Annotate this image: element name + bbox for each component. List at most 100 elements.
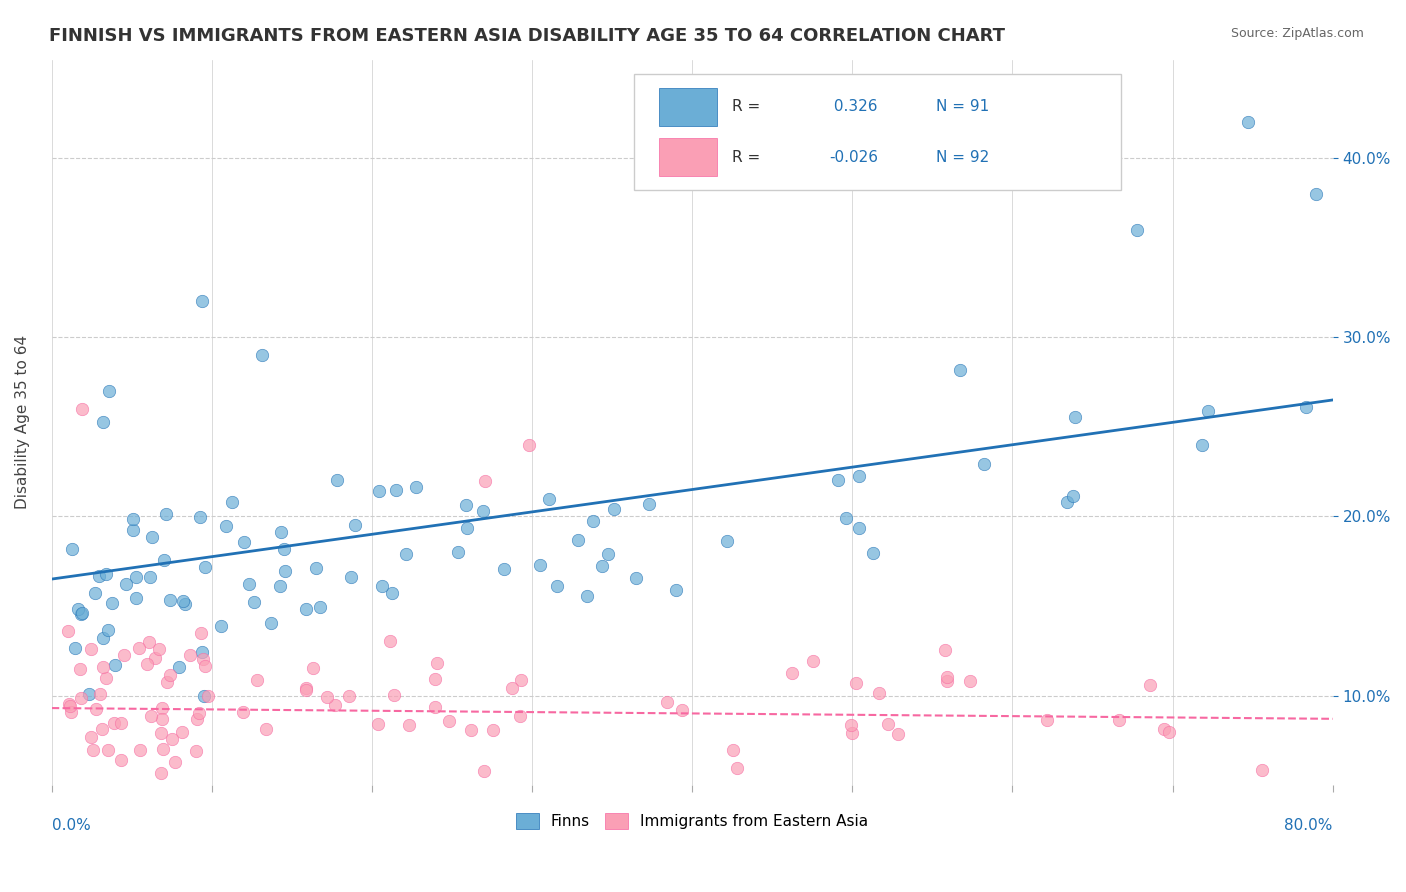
Point [150,712,173,726]
Point [295,681,318,695]
Point [165,756,187,770]
Point [456,520,478,534]
Point [125,591,148,606]
Point [186,712,208,726]
Point [70,401,93,416]
Point [152,742,174,756]
Point [80,730,103,744]
Point [315,690,337,705]
Point [194,560,217,574]
Point [250,348,273,362]
Point [97,624,120,638]
Point [481,723,503,737]
Point [959,674,981,689]
Point [110,753,132,767]
Point [845,675,868,690]
Point [877,717,900,731]
Point [114,576,136,591]
Point [273,541,295,556]
Point [254,722,277,736]
Point [110,716,132,731]
Text: 80.0%: 80.0% [1285,818,1333,833]
Text: Source: ZipAtlas.com: Source: ZipAtlas.com [1230,27,1364,40]
Point [447,545,470,559]
Point [89,687,111,701]
Point [174,597,197,611]
Point [848,469,870,483]
Point [58,624,80,639]
Point [472,504,495,518]
Point [725,761,748,775]
Point [841,725,863,739]
Point [517,438,540,452]
Point [454,499,477,513]
Point [193,689,215,703]
Point [302,661,325,675]
Point [172,594,194,608]
Point [190,626,212,640]
Point [121,523,143,537]
Point [437,714,460,728]
Point [270,524,292,539]
Point [868,686,890,700]
Point [546,579,568,593]
Point [624,570,647,584]
Point [1295,401,1317,415]
Point [139,709,162,723]
Point [936,670,959,684]
Point [94,566,117,581]
Point [129,742,152,756]
Point [90,722,112,736]
Point [671,703,693,717]
Point [423,672,446,686]
Point [780,666,803,681]
Point [603,501,626,516]
Point [167,660,190,674]
Point [973,457,995,471]
Point [529,558,551,572]
Point [58,697,80,711]
Point [274,564,297,578]
Point [1064,409,1087,424]
Point [153,552,176,566]
Point [232,535,254,549]
Point [395,547,418,561]
Point [159,667,181,681]
Point [1125,223,1147,237]
Point [60,542,83,557]
Point [862,546,884,560]
Point [156,674,179,689]
Point [260,615,283,630]
Point [1139,677,1161,691]
Point [209,619,232,633]
Point [138,570,160,584]
Point [405,480,427,494]
Point [935,673,957,688]
Point [295,602,318,616]
Point [59,699,82,714]
Point [82,743,104,757]
Point [509,709,531,723]
Point [191,652,214,666]
Point [848,521,870,535]
Point [1056,495,1078,509]
Point [1036,714,1059,728]
Point [60,705,83,719]
Point [91,415,114,429]
Point [135,657,157,672]
Point [567,533,589,547]
Point [87,569,110,583]
Point [337,689,360,703]
Point [191,645,214,659]
Point [340,570,363,584]
Point [423,700,446,714]
Point [934,642,956,657]
Point [323,698,346,712]
Point [382,688,405,702]
Point [1108,713,1130,727]
Point [398,718,420,732]
Point [69,662,91,676]
Point [1250,764,1272,778]
Point [179,648,201,662]
Point [188,706,211,720]
